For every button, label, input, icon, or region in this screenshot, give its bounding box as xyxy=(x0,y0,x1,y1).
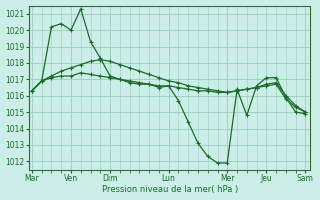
X-axis label: Pression niveau de la mer( hPa ): Pression niveau de la mer( hPa ) xyxy=(101,185,238,194)
